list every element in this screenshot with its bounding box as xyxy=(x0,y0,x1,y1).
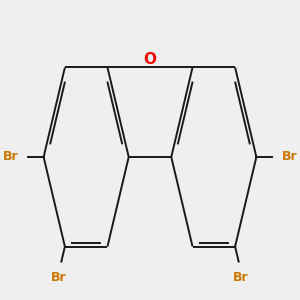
Text: O: O xyxy=(143,52,157,67)
Text: Br: Br xyxy=(233,271,249,284)
Text: Br: Br xyxy=(282,151,297,164)
Text: Br: Br xyxy=(3,151,18,164)
Text: Br: Br xyxy=(51,271,67,284)
